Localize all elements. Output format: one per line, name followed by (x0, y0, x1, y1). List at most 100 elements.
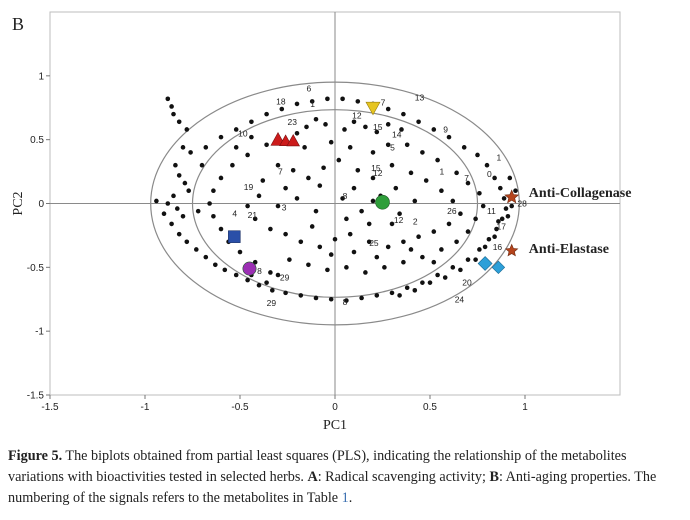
metabolite-point (195, 208, 201, 214)
point-label: 2 (413, 216, 418, 226)
metabolite-point (503, 206, 509, 211)
metabolite-point (374, 129, 380, 135)
metabolite-point (294, 130, 300, 136)
metabolite-point (180, 213, 186, 219)
y-tick-label: -1.5 (27, 391, 45, 402)
metabolite-point (340, 96, 345, 102)
metabolite-point (420, 280, 425, 285)
x-tick-label: 0.5 (423, 402, 437, 413)
y-tick-label: 0.5 (30, 135, 44, 146)
metabolite-point (385, 244, 391, 250)
table-reference-link[interactable]: 1 (341, 490, 349, 506)
metabolite-point (344, 298, 349, 303)
metabolite-point (465, 180, 471, 186)
metabolite-point (473, 257, 478, 262)
metabolite-point (389, 162, 395, 168)
metabolite-point (233, 127, 239, 132)
metabolite-point (450, 198, 456, 204)
point-label: 25 (369, 238, 379, 248)
metabolite-point (222, 267, 228, 273)
metabolite-point (207, 201, 212, 206)
metabolite-point (211, 213, 216, 219)
metabolite-point (340, 196, 345, 201)
point-label: 15 (371, 163, 381, 173)
metabolite-point (169, 104, 174, 109)
metabolite-point (370, 150, 376, 155)
metabolite-point (328, 139, 334, 145)
metabolite-point (389, 290, 395, 296)
metabolite-point (494, 226, 499, 232)
metabolite-point (458, 267, 463, 273)
bioactivity-annotation: Anti-Collagenase (529, 186, 632, 201)
point-label: 6 (307, 84, 312, 94)
caption-text-4: . (348, 490, 353, 506)
metabolite-point (169, 221, 174, 227)
point-label: 12 (373, 168, 383, 178)
point-label: 26 (447, 206, 457, 216)
metabolite-point (351, 185, 357, 191)
metabolite-point (461, 145, 467, 150)
metabolite-point (313, 208, 319, 214)
metabolite-point (180, 145, 186, 150)
metabolite-point (351, 119, 357, 125)
point-label: 23 (288, 117, 298, 127)
point-label: 16 (493, 242, 503, 252)
metabolite-point (256, 193, 262, 199)
metabolite-point (344, 216, 349, 222)
metabolite-point (237, 249, 243, 255)
x-tick-label: -1 (141, 402, 150, 413)
metabolite-point (249, 119, 254, 125)
metabolite-point (492, 234, 497, 239)
metabolite-point (194, 247, 199, 252)
metabolite-point (321, 165, 326, 171)
metabolite-point (363, 124, 368, 130)
bioactivity-annotation: Anti-Elastase (529, 242, 609, 257)
point-label: 24 (455, 294, 465, 304)
metabolite-point (264, 142, 269, 148)
metabolite-point (275, 272, 281, 278)
x-tick-label: -0.5 (231, 402, 249, 413)
metabolite-point (290, 168, 296, 173)
y-tick-label: -0.5 (27, 263, 45, 274)
metabolite-point (404, 142, 410, 148)
metabolite-point (458, 211, 463, 217)
metabolite-point (477, 247, 482, 252)
variable-marker-triangle (286, 134, 301, 147)
metabolite-point (366, 239, 372, 245)
metabolite-point (342, 127, 347, 132)
metabolite-point (399, 127, 404, 132)
metabolite-point (477, 190, 482, 196)
metabolite-point (188, 150, 193, 155)
metabolite-point (507, 175, 513, 181)
metabolite-point (245, 277, 250, 283)
metabolite-point (389, 221, 395, 227)
x-tick-label: -1.5 (41, 402, 59, 413)
point-label: 13 (415, 93, 425, 103)
caption-text-3: : Anti-aging properties. The numbering o… (8, 469, 657, 506)
metabolite-point (264, 280, 269, 285)
metabolite-point (509, 203, 514, 209)
metabolite-point (439, 247, 444, 252)
metabolite-point (439, 188, 444, 194)
metabolite-point (355, 168, 361, 173)
metabolite-point (431, 127, 437, 132)
metabolite-point (397, 293, 402, 298)
point-label: 14 (392, 130, 402, 140)
metabolite-point (475, 152, 480, 158)
metabolite-point (480, 203, 486, 209)
metabolite-point (211, 188, 216, 194)
point-label: 12 (352, 110, 362, 120)
metabolite-point (385, 122, 391, 127)
metabolite-point (268, 270, 273, 275)
point-label: 7 (278, 167, 283, 177)
y-tick-label: 1 (38, 71, 44, 82)
point-label: 8 (343, 297, 348, 307)
metabolite-point (323, 122, 328, 127)
metabolite-point (218, 134, 224, 140)
metabolite-point (328, 296, 334, 302)
metabolite-point (435, 157, 440, 163)
point-label: 11 (487, 206, 496, 216)
metabolite-point (199, 162, 205, 168)
metabolite-point (420, 254, 425, 260)
metabolite-point (283, 290, 288, 296)
